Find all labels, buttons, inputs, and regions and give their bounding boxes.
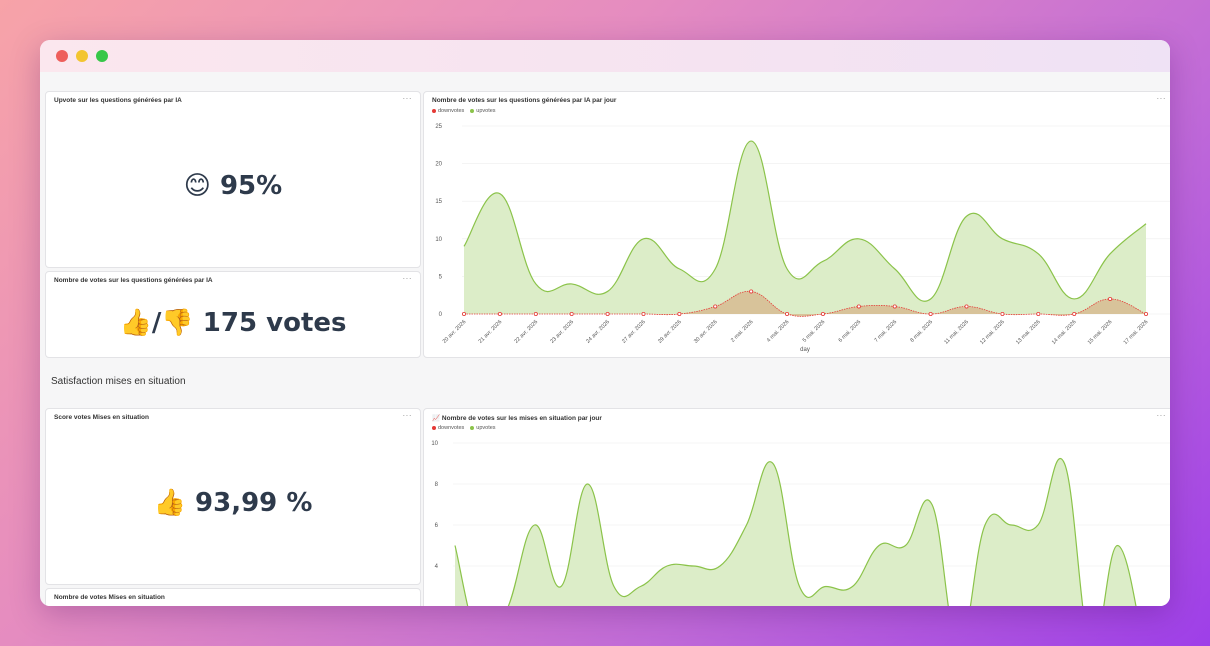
chart-mises-card: 📈 Nombre de votes sur les mises en situa… — [423, 408, 1170, 606]
downvotes-point — [964, 304, 969, 309]
legend-downvotes[interactable]: downvotes — [432, 425, 464, 431]
downvotes-point — [641, 311, 646, 316]
x-tick-label: 20 avr. 2026 — [442, 319, 468, 345]
y-tick-label: 15 — [435, 199, 442, 205]
y-tick-label: 20 — [435, 162, 442, 168]
downvotes-point — [1108, 296, 1113, 301]
downvotes-point — [677, 311, 682, 316]
downvotes-point — [1144, 311, 1149, 316]
x-tick-label: 29 avr. 2026 — [657, 319, 683, 345]
legend-upvotes[interactable]: upvotes — [470, 425, 496, 431]
downvotes-point — [928, 311, 933, 316]
x-tick-label: 7 mai. 2026 — [874, 319, 899, 344]
legend-upvotes[interactable]: upvotes — [470, 108, 496, 114]
chart-ia-card: Nombre de votes sur les questions généré… — [423, 91, 1170, 358]
x-tick-label: 6 mai. 2026 — [838, 319, 863, 344]
x-tick-label: 24 avr. 2026 — [585, 319, 611, 345]
x-tick-label: 13 mai. 2026 — [1015, 319, 1042, 346]
downvotes-line — [464, 291, 1147, 317]
minimize-window-button[interactable] — [76, 50, 88, 62]
score-mises-card: Score votes Mises en situation ··· 👍 93,… — [45, 408, 421, 585]
y-tick-label: 25 — [435, 124, 442, 130]
downvotes-point — [856, 304, 861, 309]
upvotes-area — [455, 458, 1136, 606]
x-axis-label: day — [800, 347, 810, 353]
downvotes-point — [1036, 311, 1041, 316]
card-title: 📈 Nombre de votes sur les mises en situa… — [432, 415, 602, 422]
x-tick-label: 27 avr. 2026 — [621, 319, 647, 345]
downvotes-area — [464, 291, 1146, 317]
votes-mises-card: Nombre de votes Mises en situation — [45, 588, 421, 606]
x-tick-label: 5 mai. 2026 — [802, 319, 827, 344]
title-bar — [40, 40, 1170, 72]
x-tick-label: 8 mai. 2026 — [909, 319, 934, 344]
y-tick-label: 0 — [439, 312, 443, 318]
card-title: Nombre de votes sur les questions généré… — [54, 277, 213, 284]
app-window: Upvote sur les questions générées par IA… — [40, 40, 1170, 606]
downvotes-point — [785, 311, 790, 316]
card-menu-button[interactable]: ··· — [1156, 411, 1166, 420]
downvotes-point — [749, 289, 754, 294]
downvotes-point — [892, 304, 897, 309]
x-tick-label: 11 mai. 2026 — [943, 319, 969, 345]
close-window-button[interactable] — [56, 50, 68, 62]
votes-ia-chart: 0 5 10 15 20 25 20 avr. 2026 21 avr. 2026 22 avr… — [435, 124, 1170, 353]
chart-legend: downvotes upvotes — [432, 108, 496, 114]
votes-mises-chart: 4 6 8 10 — [431, 441, 1170, 606]
x-tick-label: 15 mai. 2026 — [1087, 319, 1114, 346]
x-tick-label: 17 mai. 2026 — [1123, 319, 1150, 346]
downvotes-point — [1072, 311, 1077, 316]
downvotes-point — [569, 311, 574, 316]
downvotes-point — [605, 311, 610, 316]
downvotes-point — [533, 311, 538, 316]
score-percentage: 👍 93,99 % — [153, 488, 313, 518]
y-tick-label: 6 — [435, 523, 439, 529]
card-menu-button[interactable]: ··· — [402, 411, 412, 420]
upvotes-line — [454, 458, 1137, 606]
votes-ia-card: Nombre de votes sur les questions généré… — [45, 271, 421, 358]
x-tick-label: 30 avr. 2026 — [693, 319, 719, 345]
card-title: Nombre de votes sur les questions généré… — [432, 97, 617, 104]
x-tick-label: 2 mai. 2026 — [730, 319, 755, 344]
y-tick-label: 4 — [435, 564, 439, 570]
y-tick-label: 10 — [431, 441, 438, 447]
x-tick-label: 21 avr. 2026 — [478, 319, 504, 345]
upvotes-line — [463, 140, 1147, 302]
y-tick-label: 10 — [435, 237, 442, 243]
section-title: Satisfaction mises en situation — [51, 376, 186, 387]
x-tick-label: 22 avr. 2026 — [514, 319, 540, 345]
x-tick-label: 23 avr. 2026 — [549, 319, 575, 345]
downvotes-point — [820, 311, 825, 316]
downvotes-point — [713, 304, 718, 309]
upvote-ia-card: Upvote sur les questions générées par IA… — [45, 91, 421, 268]
card-title: Upvote sur les questions générées par IA — [54, 97, 182, 104]
x-tick-label: 4 mai. 2026 — [766, 319, 791, 344]
downvotes-point — [1000, 311, 1005, 316]
card-menu-button[interactable]: ··· — [402, 94, 412, 103]
chart-legend: downvotes upvotes — [432, 425, 496, 431]
legend-downvotes[interactable]: downvotes — [432, 108, 464, 114]
votes-total: 👍/👎 175 votes — [119, 308, 347, 338]
x-tick-label: 12 mai. 2026 — [979, 319, 1006, 346]
downvotes-point — [462, 311, 467, 316]
y-tick-label: 5 — [439, 274, 443, 280]
card-title: Score votes Mises en situation — [54, 414, 150, 421]
card-menu-button[interactable]: ··· — [1156, 94, 1166, 103]
y-tick-label: 8 — [435, 482, 439, 488]
upvote-percentage: 😊 95% — [183, 171, 283, 201]
card-menu-button[interactable]: ··· — [402, 274, 412, 283]
upvotes-area — [464, 141, 1146, 314]
maximize-window-button[interactable] — [96, 50, 108, 62]
x-tick-label: 14 mai. 2026 — [1051, 319, 1078, 346]
card-title: Nombre de votes Mises en situation — [54, 594, 165, 601]
downvotes-point — [497, 311, 502, 316]
